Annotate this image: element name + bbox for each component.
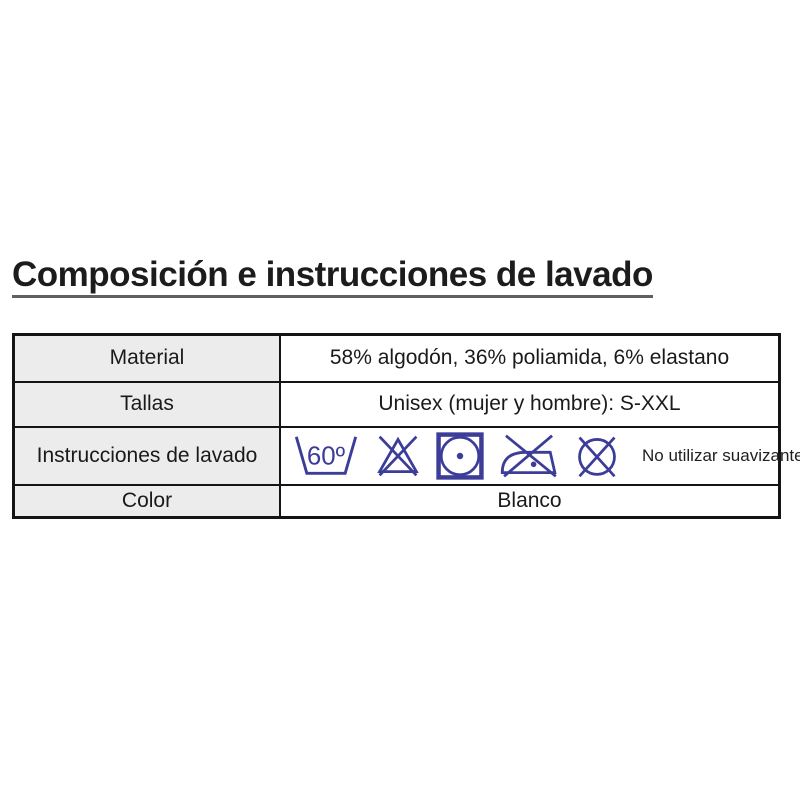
row-label-tallas: Tallas: [12, 380, 281, 428]
row-label-material: Material: [12, 333, 281, 383]
row-value-color: Blanco: [279, 483, 781, 519]
care-symbols-row: 60º: [281, 431, 800, 481]
page-title-text: Composición e instrucciones de lavado: [12, 256, 653, 298]
do-not-dry-clean-icon: [578, 436, 616, 477]
row-value-material: 58% algodón, 36% poliamida, 6% elastano: [279, 333, 781, 383]
do-not-iron-icon: [500, 434, 557, 477]
table-row-tallas: Tallas Unisex (mujer y hombre): S-XXL: [12, 380, 781, 428]
table-row-color: Color Blanco: [12, 483, 781, 519]
row-label-color: Color: [12, 483, 281, 519]
row-value-tallas: Unisex (mujer y hombre): S-XXL: [279, 380, 781, 428]
care-table: Material 58% algodón, 36% poliamida, 6% …: [12, 333, 800, 519]
softener-note: No utilizar suavizante: [642, 445, 800, 465]
tumble-dry-low-heat-icon: [436, 431, 484, 480]
row-value-instrucciones: 60º: [279, 425, 800, 486]
table-row-instrucciones: Instrucciones de lavado 60º: [12, 425, 800, 486]
wash-temp-label: 60º: [307, 442, 346, 470]
do-not-bleach-icon: [377, 435, 419, 476]
row-label-instrucciones: Instrucciones de lavado: [12, 425, 281, 486]
page-title: Composición e instrucciones de lavado: [12, 256, 653, 298]
wash-60-icon: 60º: [294, 435, 358, 475]
table-row-material: Material 58% algodón, 36% poliamida, 6% …: [12, 333, 781, 383]
